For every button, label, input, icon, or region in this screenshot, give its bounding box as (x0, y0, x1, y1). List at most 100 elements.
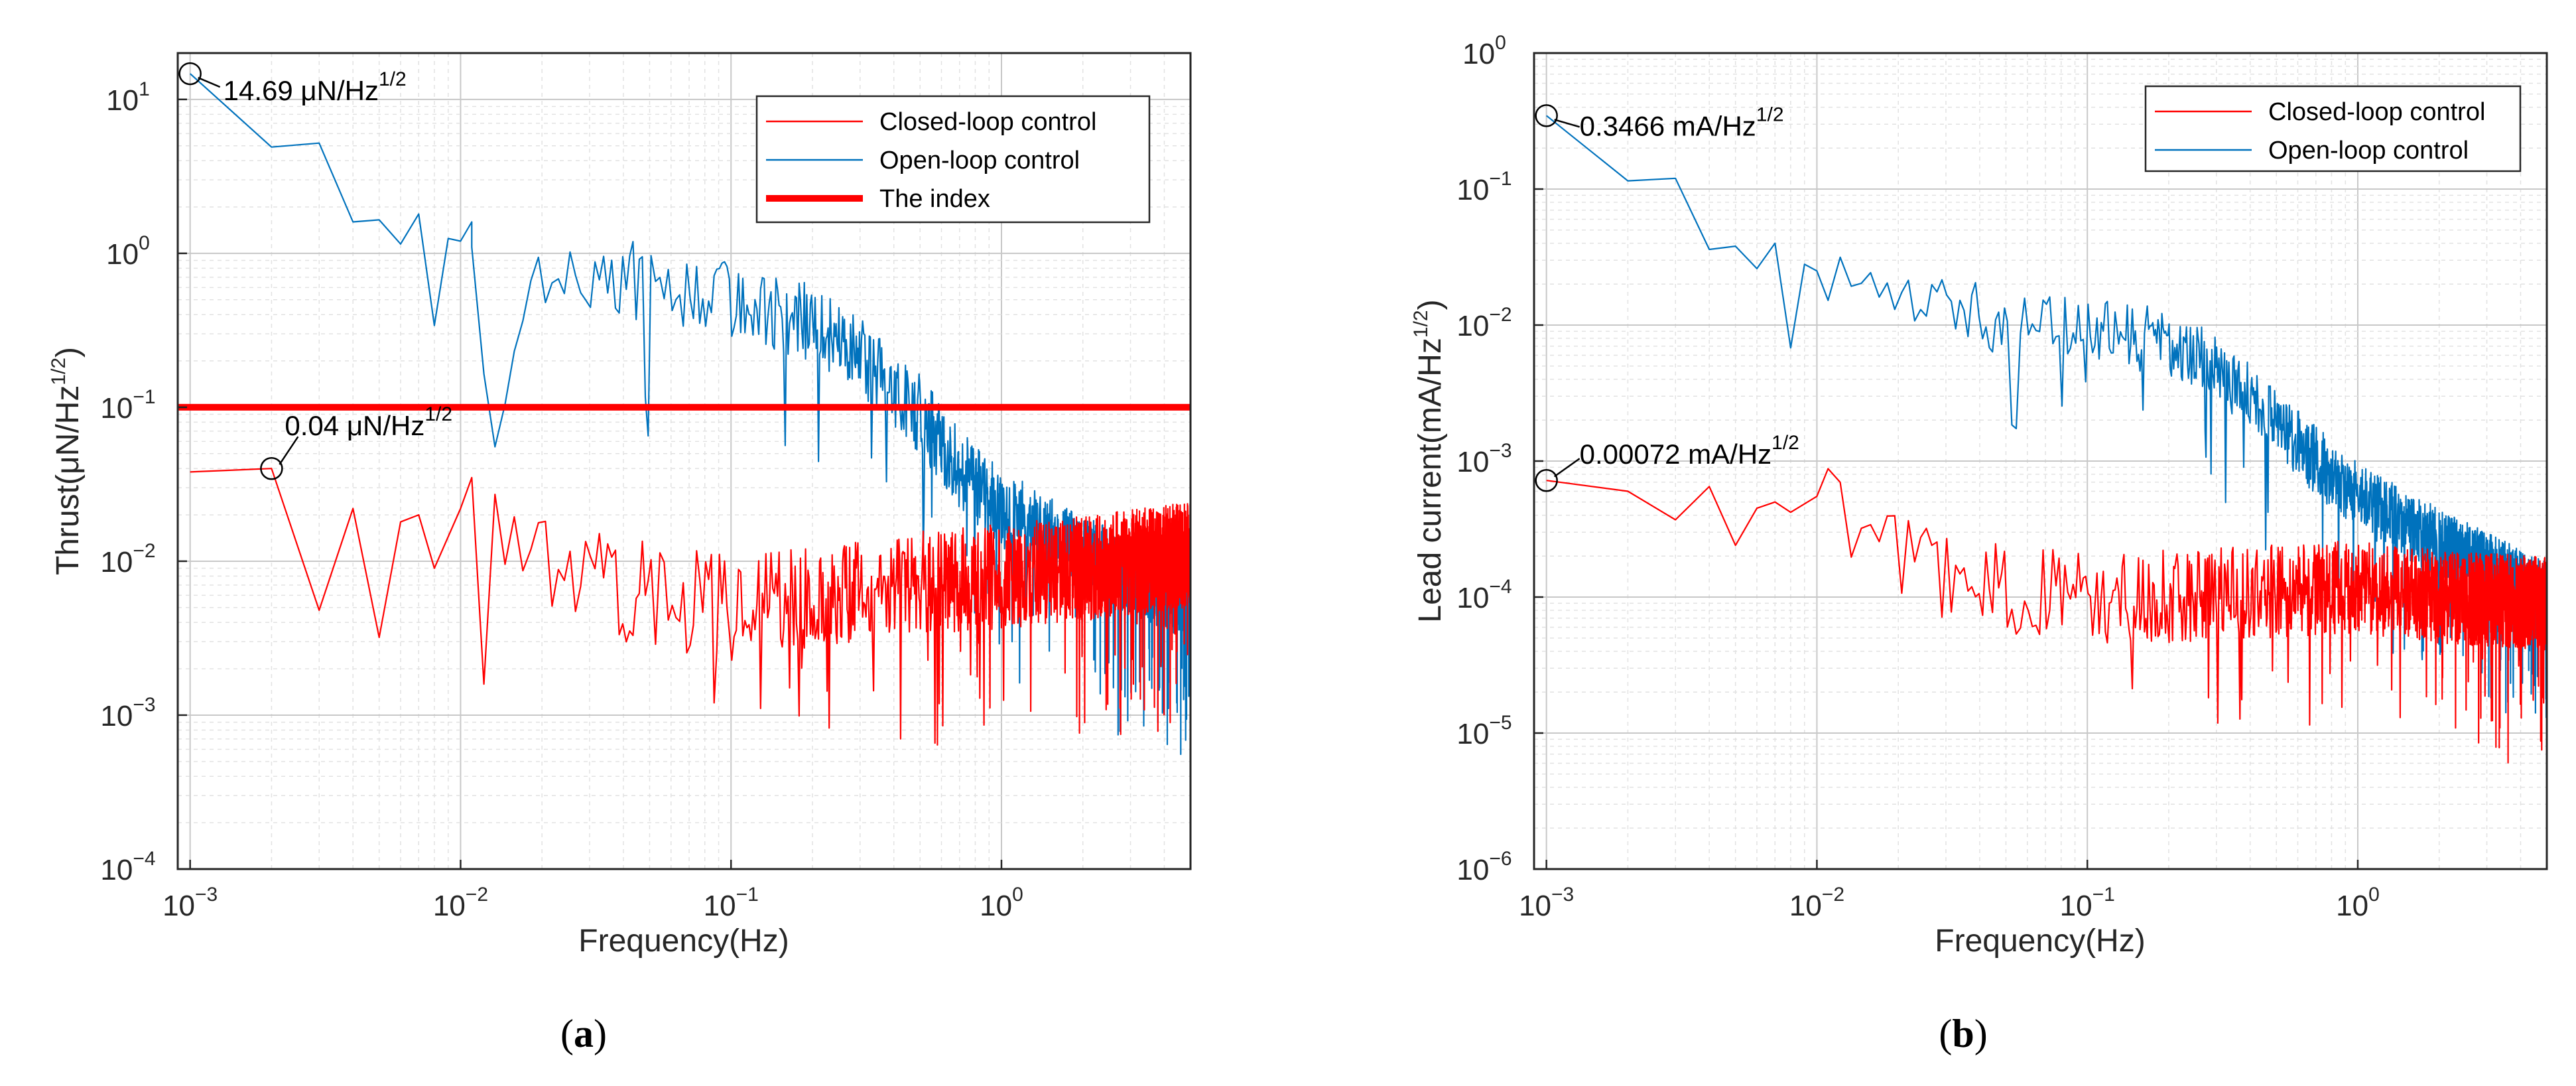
b-annotation-label: 0.00072 mA/Hz1/2 (1580, 432, 1799, 470)
panel-a-y-axis-title-main: Thrust(μN/Hz (50, 385, 86, 575)
panel-b-label-close: ) (1974, 1012, 1988, 1055)
panel-a-label-letter: a (574, 1012, 594, 1055)
panel-b-grid (1533, 52, 2547, 870)
b-x-tick-base: 10 (1789, 890, 1822, 922)
b-x-tick-exp: −3 (1551, 884, 1574, 906)
b-y-tick-base: 10 (1462, 38, 1495, 70)
panel-a-axes-box (176, 52, 1192, 870)
b-y-tick-base: 10 (1456, 582, 1489, 614)
a-annotation-sup: 1/2 (379, 68, 407, 90)
panel-b-ticks: 10−3 10−2 10−1 10010−610−510−410−310−210−11… (1456, 32, 2379, 922)
panel-a-y-axis-title-sup: 1/2 (48, 358, 70, 385)
a-annotation-marker (260, 456, 283, 480)
a-y-tick-exp: −2 (133, 540, 155, 562)
panel-a-annotations: 14.69 μN/Hz1/20.04 μN/Hz1/2 (178, 62, 452, 480)
b-y-tick-exp: −1 (1489, 168, 1512, 190)
panel-a-y-axis-title-close: ) (50, 347, 86, 358)
a-annotation-leader (279, 436, 299, 465)
a-x-tick-base: 10 (433, 890, 466, 922)
b-y-tick-label: 10−1 (1456, 168, 1512, 206)
panel-a-x-axis-title: Frequency(Hz) (578, 923, 789, 959)
b-annotation-sup: 1/2 (1756, 103, 1784, 125)
b-y-tick-label: 100 (1462, 32, 1506, 70)
a-y-tick-label: 10−2 (100, 540, 155, 578)
panel-a-series (189, 73, 1191, 756)
a-x-tick-label: 10−1 (704, 884, 759, 922)
b-y-tick-base: 10 (1456, 718, 1489, 750)
a-y-tick-exp: 1 (139, 78, 150, 100)
b-x-tick-label: 10−3 (1519, 884, 1574, 922)
a-x-tick-exp: −3 (195, 884, 218, 906)
b-y-tick-exp: −4 (1489, 576, 1512, 598)
b-annotation-text: 0.00072 mA/Hz (1580, 439, 1772, 470)
a-series-closed-loop-line (190, 468, 1191, 746)
a-y-tick-base: 10 (100, 700, 133, 732)
panel-b-x-axis-title: Frequency(Hz) (1935, 923, 2145, 959)
b-annotation-marker (1535, 468, 1558, 492)
a-legend-label: Closed-loop control (879, 108, 1096, 136)
b-annotation-text: 0.3466 mA/Hz (1580, 110, 1756, 141)
panel-a-label-open: ( (560, 1012, 574, 1055)
a-annotation-leader (198, 76, 221, 88)
b-y-tick-exp: −2 (1489, 304, 1512, 326)
panel-b-label: (b) (1939, 1012, 1987, 1055)
b-annotation-leader (1553, 458, 1580, 478)
b-x-tick-label: 10−2 (1789, 884, 1844, 922)
panel-b-y-axis-title: Lead current(mA/Hz1/2) (1410, 299, 1448, 622)
b-y-tick-label: 10−6 (1456, 848, 1512, 886)
b-x-tick-base: 10 (1519, 890, 1551, 922)
a-y-tick-exp: 0 (139, 232, 150, 254)
b-x-tick-base: 10 (2336, 890, 2368, 922)
b-x-tick-label: 100 (2336, 884, 2380, 922)
a-y-tick-base: 10 (100, 546, 133, 578)
a-annotation-text: 0.04 μN/Hz (285, 410, 424, 441)
a-annotation-text: 14.69 μN/Hz (224, 75, 379, 106)
a-y-tick-base: 10 (100, 392, 133, 425)
a-y-tick-label: 10−1 (100, 386, 155, 425)
panel-b-y-axis-title-sup: 1/2 (1410, 310, 1432, 338)
b-y-tick-label: 10−4 (1456, 576, 1512, 614)
b-y-tick-exp: −3 (1489, 440, 1512, 462)
b-annotation-leader (1554, 119, 1580, 128)
b-y-tick-label: 10−2 (1456, 304, 1512, 342)
a-x-tick-label: 10−3 (162, 884, 218, 922)
b-y-tick-base: 10 (1456, 446, 1489, 478)
a-y-tick-exp: −3 (133, 694, 155, 716)
a-legend-label: The index (879, 185, 990, 213)
b-y-tick-base: 10 (1456, 854, 1489, 886)
a-x-tick-exp: −1 (736, 884, 759, 906)
b-y-tick-exp: 0 (1495, 32, 1506, 54)
a-x-tick-base: 10 (980, 890, 1012, 922)
panel-b-y-axis-title-close: ) (1413, 299, 1448, 310)
a-annotation-label: 0.04 μN/Hz1/2 (285, 403, 452, 441)
b-x-tick-exp: 0 (2368, 884, 2380, 906)
b-annotation-label: 0.3466 mA/Hz1/2 (1580, 103, 1784, 141)
a-annotation-label: 14.69 μN/Hz1/2 (224, 68, 407, 106)
panel-b-label-letter: b (1952, 1012, 1974, 1055)
a-y-tick-label: 10−4 (100, 848, 155, 886)
a-annotation-sup: 1/2 (424, 403, 452, 425)
b-y-tick-base: 10 (1456, 310, 1489, 342)
panel-b-y-axis-title-main: Lead current(mA/Hz (1413, 338, 1448, 623)
a-x-tick-exp: 0 (1012, 884, 1023, 906)
b-x-tick-exp: −2 (1822, 884, 1844, 906)
panel-a-grid (177, 52, 1191, 870)
a-x-tick-label: 10−2 (433, 884, 488, 922)
a-y-tick-label: 10−3 (100, 694, 155, 732)
panel-b-legend: Closed-loop control Open-loop control (2144, 85, 2522, 172)
b-y-tick-exp: −6 (1489, 848, 1512, 870)
b-y-tick-label: 10−5 (1456, 712, 1512, 750)
a-y-tick-exp: −1 (133, 386, 155, 408)
b-x-tick-label: 10−1 (2060, 884, 2115, 922)
b-annotation-marker (1535, 104, 1558, 127)
b-annotation-sup: 1/2 (1771, 432, 1799, 454)
panel-a-legend: Closed-loop control Open-loop control The … (755, 95, 1151, 224)
b-x-tick-exp: −1 (2093, 884, 2115, 906)
a-y-tick-label: 101 (106, 78, 150, 117)
b-legend-box (2144, 85, 2522, 172)
panel-b-label-open: ( (1939, 1012, 1952, 1055)
panel-a-label-close: ) (594, 1012, 607, 1055)
a-y-tick-base: 10 (106, 238, 139, 271)
